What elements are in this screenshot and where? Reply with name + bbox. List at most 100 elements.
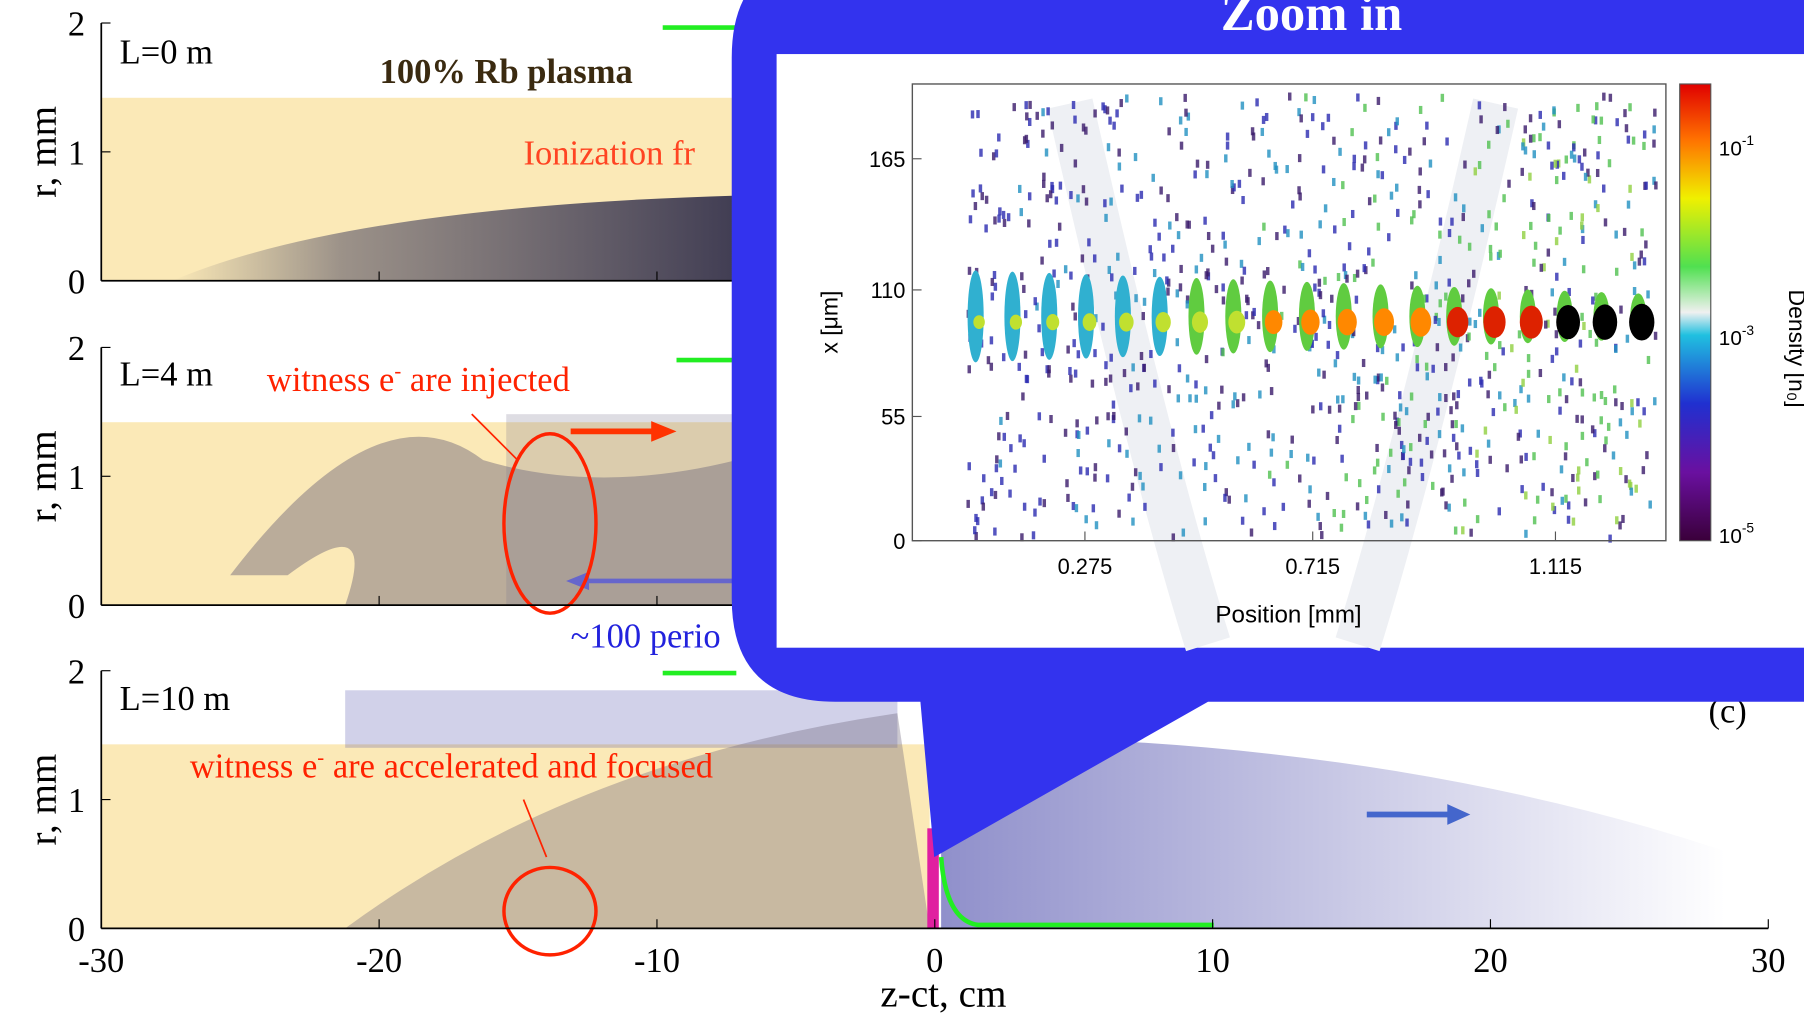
annotation: witness e- are accelerated and focused (190, 747, 713, 786)
particle (1032, 531, 1035, 539)
particle (1268, 471, 1271, 479)
particle (1247, 336, 1250, 344)
particle (1131, 518, 1134, 526)
bunch-core (1556, 305, 1580, 339)
particle (1644, 240, 1647, 248)
particle (1226, 133, 1229, 141)
particle (1441, 94, 1444, 102)
particle (982, 503, 985, 511)
particle (1081, 254, 1084, 262)
y-tick-label: 2 (68, 6, 85, 44)
particle (1642, 466, 1645, 474)
bunch-core (1338, 309, 1357, 336)
inset-x-tick-label: 1.115 (1529, 554, 1582, 579)
x-tick-label: 0 (926, 942, 943, 980)
particle (1205, 271, 1208, 279)
particle (1363, 104, 1366, 112)
particle (1528, 173, 1531, 181)
annotation: Ionization fr (524, 135, 696, 173)
particle (1452, 392, 1455, 400)
particle (1584, 498, 1587, 506)
inset-x-label: Position [mm] (1215, 601, 1361, 628)
particle (1291, 436, 1294, 444)
particle (1356, 502, 1359, 510)
particle (1381, 171, 1384, 179)
particle (1379, 373, 1382, 381)
particle (1342, 510, 1345, 518)
particle (974, 202, 977, 210)
particle (995, 464, 998, 472)
particle (1095, 416, 1098, 424)
particle (1363, 155, 1366, 163)
particle (1462, 204, 1465, 212)
particle (1376, 170, 1379, 178)
particle (1340, 524, 1343, 532)
particle (1179, 283, 1182, 291)
particle (1141, 482, 1144, 490)
particle (1448, 229, 1451, 237)
particle (1241, 102, 1244, 110)
base: 10 (1719, 137, 1742, 160)
particle (1240, 260, 1243, 268)
particle (1452, 434, 1455, 442)
particle (1447, 504, 1450, 512)
particle (1588, 330, 1591, 338)
particle (1398, 391, 1401, 399)
particle (1037, 324, 1040, 332)
particle (1598, 136, 1601, 144)
particle (1552, 106, 1555, 114)
particle (1103, 199, 1106, 207)
y-axis-label: r, mm (21, 430, 64, 522)
particle (1221, 348, 1224, 356)
particle (1356, 270, 1359, 278)
particle (1255, 98, 1258, 106)
particle (1244, 494, 1247, 502)
particle (994, 491, 997, 499)
particle (1524, 530, 1527, 538)
particle (1507, 180, 1510, 188)
particle (1226, 142, 1229, 150)
particle (1364, 141, 1367, 149)
annotation-part: witness e (190, 748, 317, 786)
particle (1628, 103, 1631, 111)
particle (1524, 491, 1527, 499)
particle (1109, 354, 1112, 362)
particle (1654, 181, 1657, 189)
particle (1108, 266, 1111, 274)
particle (995, 455, 998, 463)
particle (1050, 182, 1053, 190)
particle (1522, 231, 1525, 239)
particle (1625, 431, 1628, 439)
particle (1558, 120, 1561, 128)
particle (1481, 224, 1484, 232)
particle (1013, 465, 1016, 473)
particle (1087, 238, 1090, 246)
particle (1387, 128, 1390, 136)
particle (1120, 185, 1123, 193)
particle (1184, 109, 1187, 117)
particle (1353, 155, 1356, 163)
particle (1538, 133, 1541, 141)
particle (1440, 488, 1443, 496)
particle (1025, 135, 1028, 143)
particle (1298, 154, 1301, 162)
particle (1157, 233, 1160, 241)
particle (1419, 106, 1422, 114)
particle (1387, 233, 1390, 241)
particle (1472, 270, 1475, 278)
particle (1389, 449, 1392, 457)
particle (1583, 148, 1586, 156)
particle (1396, 353, 1399, 361)
particle (1133, 267, 1136, 275)
particle (1166, 194, 1169, 202)
particle (1230, 180, 1233, 188)
particle (1604, 218, 1607, 226)
particle (1082, 185, 1085, 193)
particle (1262, 116, 1265, 124)
y-axis-label: r, mm (21, 754, 64, 846)
particle (1076, 194, 1079, 202)
particle (1469, 529, 1472, 537)
bunch-core (973, 315, 985, 329)
inset-y-tick-label: 55 (881, 405, 905, 430)
particle (971, 189, 974, 197)
